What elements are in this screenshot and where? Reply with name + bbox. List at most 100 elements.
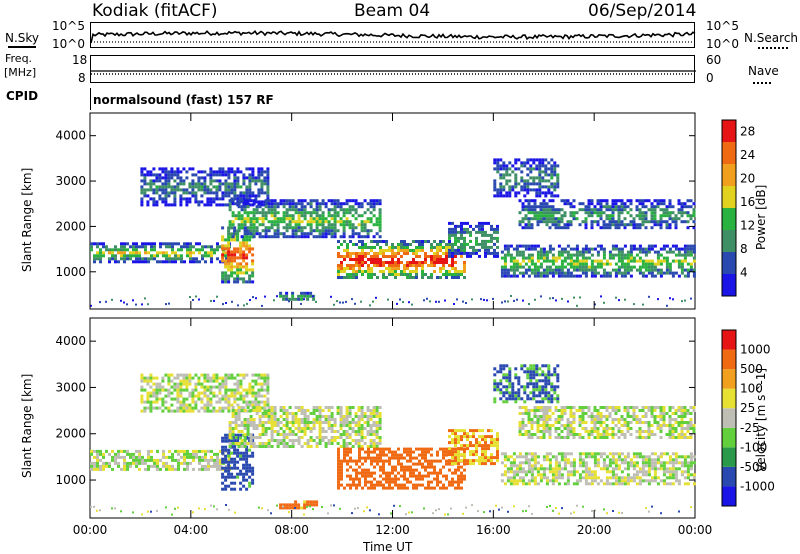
power-cell (560, 199, 564, 203)
power-cell (242, 173, 246, 177)
power-cell (593, 205, 597, 209)
power-cell (224, 191, 228, 195)
power-cell (231, 235, 235, 239)
velocity-cell (379, 456, 382, 460)
velocity-cell (288, 421, 292, 424)
power-cell (590, 253, 594, 257)
power-cell (282, 217, 286, 221)
velocity-cell (138, 452, 141, 456)
power-cell (496, 191, 500, 195)
power-cell (239, 244, 243, 248)
power-cell (248, 277, 252, 281)
power-cell (584, 205, 588, 209)
power-cell (333, 202, 337, 206)
velocity-cell (342, 442, 346, 445)
velocity-cell (518, 479, 522, 483)
power-cell (306, 297, 310, 301)
power-ground-cell (648, 295, 650, 298)
power-cell (158, 185, 162, 189)
power-cell (327, 229, 331, 233)
velocity-cell (409, 450, 412, 454)
velocity-cell (674, 461, 678, 465)
velocity-cell (611, 476, 615, 480)
power-cell (273, 223, 277, 227)
power-cell (147, 260, 150, 264)
power-cell (90, 242, 93, 246)
power-cell (388, 246, 391, 249)
power-cell (650, 268, 654, 272)
velocity-cell (156, 449, 159, 453)
power-cell (569, 256, 573, 260)
power-cell (266, 167, 270, 171)
power-cell (138, 257, 141, 261)
power-cell (481, 227, 484, 231)
velocity-cell (527, 464, 531, 468)
power-cell (590, 259, 594, 263)
power-cell (538, 176, 542, 180)
velocity-cell (454, 447, 457, 451)
power-cell (215, 170, 219, 174)
power-ground-cell (345, 300, 347, 303)
velocity-cell (309, 430, 313, 433)
power-cell (255, 208, 259, 212)
power-cell (246, 217, 250, 221)
power-cell (203, 188, 207, 192)
power-cell (336, 229, 340, 233)
power-cell (520, 188, 524, 192)
velocity-cell (578, 458, 582, 462)
velocity-cell (490, 438, 493, 442)
power-cell (656, 220, 660, 224)
power-cell (608, 274, 612, 278)
power-cell (493, 188, 497, 192)
velocity-cell (260, 385, 264, 389)
velocity-cell (337, 474, 340, 478)
velocity-cell (149, 400, 153, 404)
power-cell (351, 208, 355, 212)
power-cell (171, 242, 174, 246)
power-cell (348, 223, 352, 227)
velocity-cell (360, 409, 364, 412)
power-cell (343, 255, 346, 258)
velocity-cell (96, 455, 99, 459)
power-cell (457, 251, 460, 255)
power-cell (623, 217, 627, 221)
power-cell (466, 254, 469, 258)
velocity-cell (315, 421, 319, 424)
power-cell (221, 235, 225, 239)
velocity-cell (200, 391, 204, 395)
power-cell (647, 262, 651, 266)
power-cell (575, 253, 579, 257)
power-cell (342, 226, 346, 230)
velocity-cell (545, 452, 549, 456)
velocity-cell (346, 468, 349, 472)
velocity-cell (378, 439, 382, 442)
power-cell (318, 202, 322, 206)
power-cell (156, 254, 159, 258)
velocity-cell (400, 456, 403, 460)
velocity-cell (593, 479, 597, 483)
power-cell (647, 244, 651, 248)
power-cell (376, 276, 379, 279)
power-cell (638, 265, 642, 269)
power-cell (282, 199, 286, 203)
power-cell (680, 220, 684, 224)
velocity-cell (572, 470, 576, 474)
power-cell (518, 223, 522, 227)
power-ytick-label: 2000 (55, 219, 86, 233)
velocity-cell (135, 449, 138, 453)
velocity-cell (533, 467, 537, 471)
velocity-cell (156, 464, 159, 468)
power-cell (578, 265, 582, 269)
power-cell (333, 229, 337, 233)
velocity-cell (230, 466, 234, 470)
power-cell (617, 247, 621, 251)
power-cell (538, 179, 542, 183)
power-cell (159, 260, 162, 264)
power-cell (454, 236, 457, 240)
velocity-cell (388, 480, 391, 484)
velocity-cell (263, 388, 267, 392)
power-cell (526, 185, 530, 189)
velocity-cell (170, 403, 174, 407)
power-cell (333, 199, 337, 203)
velocity-cell (605, 482, 609, 486)
